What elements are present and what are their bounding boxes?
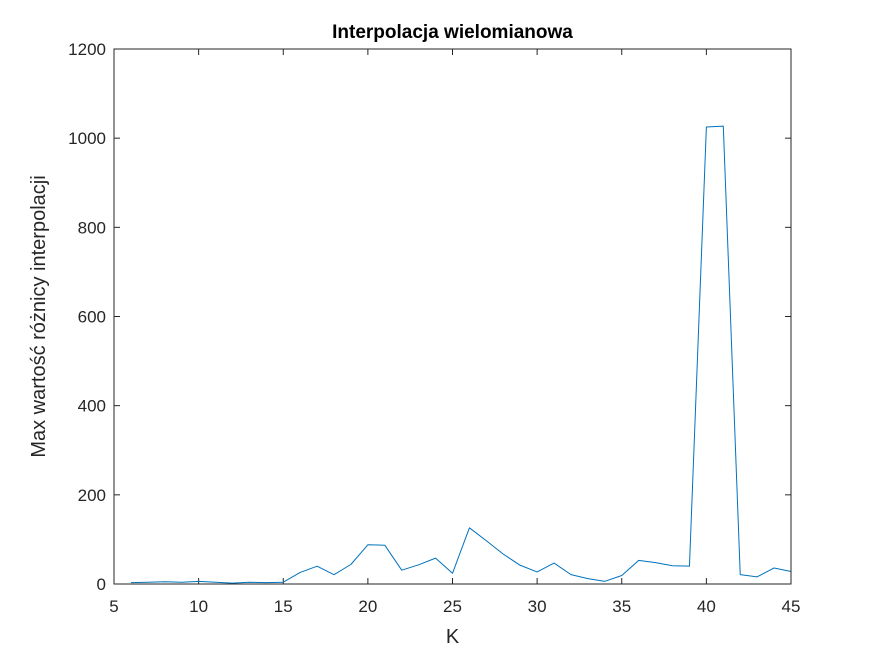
x-tick-label: 15 xyxy=(274,597,293,616)
x-tick-label: 30 xyxy=(528,597,547,616)
y-tick-label: 400 xyxy=(78,397,106,416)
x-axis-label: K xyxy=(446,626,460,648)
x-tick-label: 5 xyxy=(109,597,118,616)
y-tick-label: 0 xyxy=(97,575,106,594)
x-tick-label: 25 xyxy=(443,597,462,616)
x-tick-label: 20 xyxy=(358,597,377,616)
y-tick-label: 1200 xyxy=(68,40,106,59)
y-axis-label: Max wartość różnicy interpolacji xyxy=(28,175,50,457)
y-tick-label: 1000 xyxy=(68,129,106,148)
x-tick-label: 40 xyxy=(697,597,716,616)
x-tick-label: 10 xyxy=(189,597,208,616)
y-tick-label: 800 xyxy=(78,218,106,237)
chart-title: Interpolacja wielomianowa xyxy=(332,22,573,43)
x-tick-label: 45 xyxy=(782,597,801,616)
plot-area xyxy=(114,49,791,584)
plot-frame xyxy=(113,48,792,585)
series-layer xyxy=(130,125,792,584)
x-tick-label: 35 xyxy=(612,597,631,616)
axes: 5 10 15 20 25 30 35 40 45 0 200 400 600 800 1000 1200 xyxy=(68,40,800,616)
series-line xyxy=(130,125,792,584)
y-tick-label: 200 xyxy=(78,486,106,505)
y-tick-label: 600 xyxy=(78,308,106,327)
